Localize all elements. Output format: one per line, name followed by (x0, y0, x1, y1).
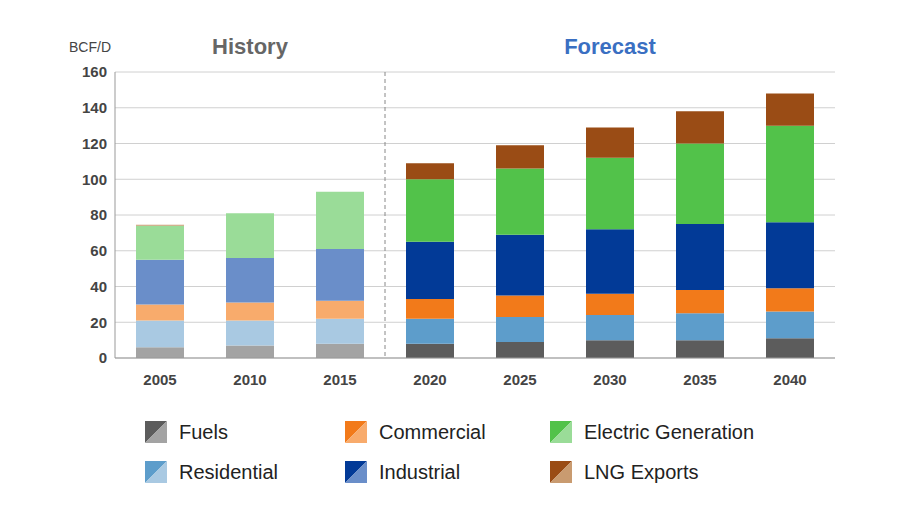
svg-text:100: 100 (82, 171, 107, 188)
svg-text:60: 60 (90, 242, 107, 259)
html-text:Residential: Residential (179, 460, 278, 483)
svg-text:2015: 2015 (323, 371, 356, 388)
svg-text:2005: 2005 (143, 371, 176, 388)
svg-text:2010: 2010 (233, 371, 266, 388)
svg-text:2035: 2035 (683, 371, 716, 388)
html-text:Commercial: Commercial (379, 420, 486, 443)
html-text:LNG Exports: LNG Exports (584, 460, 699, 483)
svg-text:160: 160 (82, 63, 107, 80)
svg-text:2020: 2020 (413, 371, 446, 388)
svg-text:2040: 2040 (773, 371, 806, 388)
svg-text:History: History (212, 34, 289, 59)
svg-text:2025: 2025 (503, 371, 536, 388)
svg-text:2030: 2030 (593, 371, 626, 388)
svg-text:80: 80 (90, 206, 107, 223)
svg-text:Forecast: Forecast (564, 34, 656, 59)
html-text:Industrial: Industrial (379, 460, 461, 483)
html-text:Electric Generation: Electric Generation (584, 420, 755, 443)
svg-text:140: 140 (82, 99, 107, 116)
html-text:Fuels: Fuels (179, 420, 228, 443)
svg-text:120: 120 (82, 135, 107, 152)
svg-text:40: 40 (90, 278, 107, 295)
svg-text:0: 0 (99, 349, 107, 366)
svg-text:20: 20 (90, 314, 107, 331)
svg-text:BCF/D: BCF/D (69, 39, 111, 55)
